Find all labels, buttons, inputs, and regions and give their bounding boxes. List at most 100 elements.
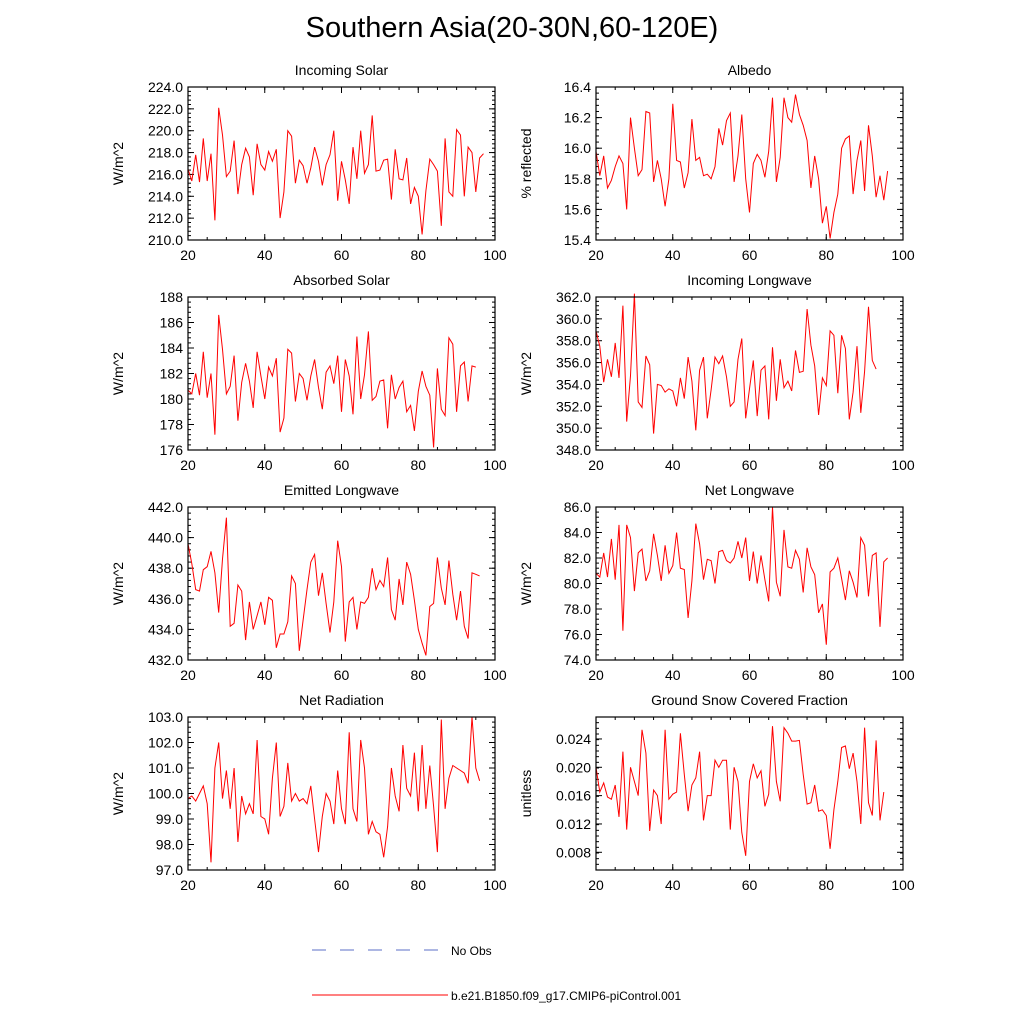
ytick-label-incoming-solar: 216.0 (148, 166, 183, 182)
ytick-label-incoming-longwave: 350.0 (556, 420, 591, 436)
xtick-label-incoming-solar: 80 (410, 247, 426, 263)
xtick-label-incoming-longwave: 20 (588, 457, 604, 473)
panel-title-incoming-solar: Incoming Solar (295, 62, 389, 78)
ytick-label-net-radiation: 99.0 (156, 811, 183, 827)
ytick-label-absorbed-solar: 182 (160, 366, 184, 382)
xtick-label-emitted-longwave: 100 (483, 667, 507, 683)
xtick-label-net-longwave: 40 (665, 667, 681, 683)
xtick-label-incoming-solar: 20 (180, 247, 196, 263)
figure-title: Southern Asia(20-30N,60-120E) (305, 12, 719, 44)
series-line-incoming-longwave (595, 293, 877, 434)
ytick-label-emitted-longwave: 440.0 (148, 530, 183, 546)
ytick-label-incoming-longwave: 348.0 (556, 442, 591, 458)
plot-frame-net-longwave (595, 506, 904, 661)
xtick-label-albedo: 20 (588, 247, 604, 263)
xtick-label-ground-snow-covered-fraction: 80 (818, 877, 834, 893)
ytick-label-net-radiation: 101.0 (148, 760, 183, 776)
xtick-label-net-radiation: 80 (410, 877, 426, 893)
ytick-label-incoming-longwave: 358.0 (556, 333, 591, 349)
panel-emitted-longwave: Emitted Longwave W/m^2 432.0 434.0 436.0 438.… (110, 482, 507, 683)
ytick-label-incoming-longwave: 352.0 (556, 398, 591, 414)
plot-frame-albedo (595, 86, 904, 241)
panel-title-net-longwave: Net Longwave (705, 482, 795, 498)
ytick-label-absorbed-solar: 180 (160, 391, 184, 407)
panel-title-albedo: Albedo (728, 62, 772, 78)
panel-absorbed-solar: Absorbed Solar W/m^2 176 178 180 182 184 186 188… (110, 272, 507, 473)
ytick-label-absorbed-solar: 184 (160, 340, 184, 356)
ytick-label-incoming-solar: 212.0 (148, 210, 183, 226)
ytick-label-albedo: 16.4 (564, 79, 591, 95)
ytick-label-net-radiation: 103.0 (148, 709, 183, 725)
ytick-label-incoming-longwave: 362.0 (556, 289, 591, 305)
panel-incoming-solar: Incoming Solar W/m^2 210.0 212.0 214.0 216.0 2… (110, 62, 507, 263)
plot-frame-emitted-longwave (187, 506, 496, 661)
xtick-label-incoming-solar: 40 (257, 247, 273, 263)
ytick-label-incoming-solar: 224.0 (148, 79, 183, 95)
series-line-net-radiation (187, 716, 481, 863)
xtick-label-albedo: 100 (891, 247, 915, 263)
xtick-label-net-radiation: 20 (180, 877, 196, 893)
ytick-label-emitted-longwave: 432.0 (148, 652, 183, 668)
xtick-label-absorbed-solar: 60 (334, 457, 350, 473)
xtick-label-absorbed-solar: 100 (483, 457, 507, 473)
xtick-label-absorbed-solar: 80 (410, 457, 426, 473)
xtick-label-incoming-longwave: 100 (891, 457, 915, 473)
ytick-label-incoming-solar: 222.0 (148, 101, 183, 117)
series-line-ground-snow-covered-fraction (595, 726, 885, 856)
ytick-label-absorbed-solar: 176 (160, 442, 184, 458)
xtick-label-incoming-solar: 100 (483, 247, 507, 263)
ytick-label-albedo: 15.6 (564, 201, 591, 217)
ylabel-emitted-longwave: W/m^2 (110, 562, 126, 605)
panel-title-incoming-longwave: Incoming Longwave (687, 272, 812, 288)
xtick-label-ground-snow-covered-fraction: 60 (742, 877, 758, 893)
legend: No Obs b.e21.B1850.f09_g17.CMIP6-piContro… (312, 944, 681, 1003)
ytick-label-incoming-longwave: 356.0 (556, 355, 591, 371)
xtick-label-net-longwave: 60 (742, 667, 758, 683)
panel-title-net-radiation: Net Radiation (299, 692, 384, 708)
ytick-label-net-radiation: 98.0 (156, 837, 183, 853)
plot-frame-incoming-solar (187, 86, 496, 241)
ylabel-absorbed-solar: W/m^2 (110, 352, 126, 395)
ylabel-incoming-longwave: W/m^2 (518, 352, 534, 395)
ytick-label-net-longwave: 84.0 (564, 525, 591, 541)
ylabel-ground-snow-covered-fraction: unitless (518, 770, 534, 817)
series-line-albedo (595, 94, 889, 239)
panel-net-longwave: Net Longwave W/m^2 74.0 76.0 78.0 80.0 82.0 84.… (518, 482, 915, 683)
ytick-label-ground-snow-covered-fraction: 0.012 (556, 816, 591, 832)
legend-label-0: No Obs (451, 944, 492, 958)
plot-frame-net-radiation (187, 716, 496, 871)
panel-title-ground-snow-covered-fraction: Ground Snow Covered Fraction (651, 692, 848, 708)
xtick-label-incoming-solar: 60 (334, 247, 350, 263)
series-line-absorbed-solar (187, 314, 476, 448)
ytick-label-absorbed-solar: 188 (160, 289, 184, 305)
ytick-label-emitted-longwave: 442.0 (148, 499, 183, 515)
ytick-label-albedo: 15.4 (564, 232, 591, 248)
panel-ground-snow-covered-fraction: Ground Snow Covered Fraction unitless 0.00… (518, 692, 915, 893)
ytick-label-emitted-longwave: 436.0 (148, 591, 183, 607)
ytick-label-net-longwave: 86.0 (564, 499, 591, 515)
ytick-label-incoming-solar: 214.0 (148, 188, 183, 204)
ytick-label-absorbed-solar: 186 (160, 315, 184, 331)
xtick-label-ground-snow-covered-fraction: 40 (665, 877, 681, 893)
ytick-label-ground-snow-covered-fraction: 0.008 (556, 844, 591, 860)
panel-net-radiation: Net Radiation W/m^2 97.0 98.0 99.0 100.0 101.0… (110, 692, 507, 893)
xtick-label-net-radiation: 100 (483, 877, 507, 893)
plot-frame-absorbed-solar (187, 296, 496, 451)
ytick-label-absorbed-solar: 178 (160, 417, 184, 433)
xtick-label-ground-snow-covered-fraction: 20 (588, 877, 604, 893)
panel-albedo: Albedo % reflected 15.4 15.6 15.8 16.0 16.2 16.… (518, 62, 915, 263)
xtick-label-incoming-longwave: 80 (818, 457, 834, 473)
xtick-label-incoming-longwave: 40 (665, 457, 681, 473)
ylabel-net-longwave: W/m^2 (518, 562, 534, 605)
xtick-label-emitted-longwave: 20 (180, 667, 196, 683)
ylabel-net-radiation: W/m^2 (110, 772, 126, 815)
ytick-label-net-radiation: 100.0 (148, 786, 183, 802)
series-line-emitted-longwave (187, 517, 480, 656)
ytick-label-ground-snow-covered-fraction: 0.024 (556, 731, 591, 747)
ylabel-albedo: % reflected (518, 128, 534, 198)
ytick-label-net-longwave: 78.0 (564, 601, 591, 617)
ytick-label-albedo: 15.8 (564, 171, 591, 187)
ytick-label-incoming-longwave: 360.0 (556, 311, 591, 327)
